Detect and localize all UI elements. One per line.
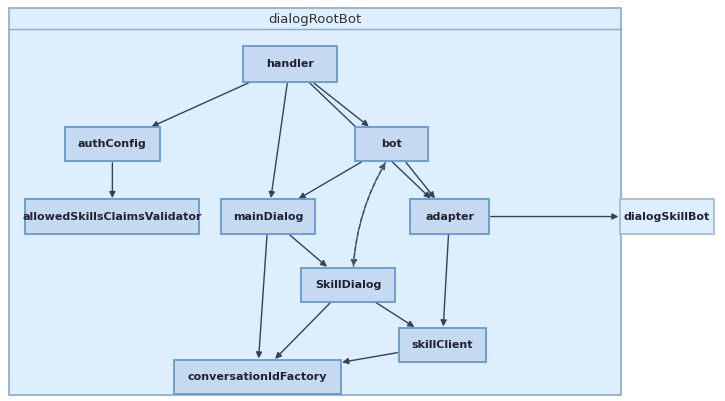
FancyBboxPatch shape (25, 199, 199, 233)
FancyArrowPatch shape (406, 162, 434, 197)
Text: authConfig: authConfig (78, 140, 146, 149)
FancyArrowPatch shape (110, 163, 115, 196)
Text: mainDialog: mainDialog (233, 212, 304, 221)
Text: conversationIdFactory: conversationIdFactory (188, 372, 327, 382)
Text: dialogSkillBot: dialogSkillBot (624, 212, 710, 221)
FancyArrowPatch shape (257, 235, 267, 357)
Text: allowedSkillsClaimsValidator: allowedSkillsClaimsValidator (22, 212, 202, 221)
FancyArrowPatch shape (352, 162, 386, 265)
Text: handler: handler (266, 59, 314, 69)
FancyBboxPatch shape (355, 128, 428, 161)
FancyArrowPatch shape (276, 303, 331, 358)
FancyArrowPatch shape (376, 302, 413, 326)
FancyBboxPatch shape (174, 360, 341, 394)
Text: bot: bot (381, 140, 402, 149)
FancyArrowPatch shape (310, 83, 429, 197)
FancyArrowPatch shape (269, 83, 287, 196)
Text: adapter: adapter (425, 212, 474, 221)
FancyArrowPatch shape (344, 352, 397, 364)
FancyArrowPatch shape (289, 235, 326, 266)
FancyBboxPatch shape (221, 199, 315, 233)
FancyBboxPatch shape (243, 46, 337, 82)
Text: dialogRootBot: dialogRootBot (268, 13, 362, 26)
FancyBboxPatch shape (65, 128, 160, 161)
FancyArrowPatch shape (153, 83, 249, 126)
FancyBboxPatch shape (301, 268, 395, 302)
FancyArrowPatch shape (300, 162, 361, 198)
FancyArrowPatch shape (314, 83, 368, 126)
FancyBboxPatch shape (399, 328, 486, 362)
Text: skillClient: skillClient (412, 340, 473, 350)
Text: SkillDialog: SkillDialog (315, 280, 381, 290)
FancyArrowPatch shape (491, 214, 617, 219)
FancyBboxPatch shape (620, 199, 714, 233)
FancyBboxPatch shape (410, 199, 489, 233)
FancyArrowPatch shape (353, 164, 385, 266)
FancyBboxPatch shape (9, 8, 621, 395)
FancyArrowPatch shape (442, 235, 449, 325)
